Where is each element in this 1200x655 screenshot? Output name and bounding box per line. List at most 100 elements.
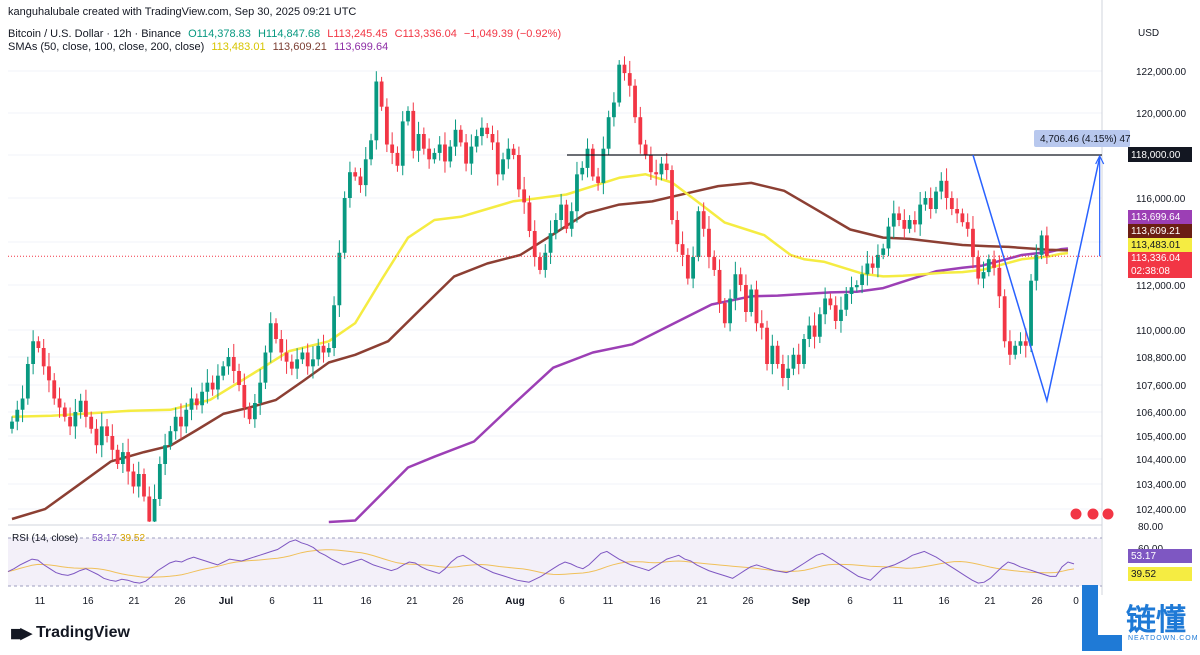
v-pattern [972, 154, 1101, 404]
measure-label: 4,706.46 (4.15%) 47 [1040, 134, 1131, 145]
tradingview-logo[interactable]: ◼▶ TradingView [10, 624, 130, 642]
candle-body [569, 211, 574, 229]
sma50-value: 113,483.01 [211, 41, 266, 53]
candle-body [918, 204, 923, 225]
candle-body [311, 359, 315, 367]
candle-body [41, 348, 46, 367]
candle-body [231, 357, 236, 371]
time-tick: 26 [1031, 596, 1043, 607]
candle-body [532, 231, 537, 258]
candle-body [538, 257, 542, 270]
sma-label[interactable]: SMAs (50, close, 100, close, 200, close) [8, 41, 205, 53]
candle-body [712, 257, 717, 270]
event-flag-icon [1069, 507, 1083, 521]
candle-body [252, 403, 257, 420]
sma200-tag-text: 113,699.64 [1131, 212, 1181, 223]
candle-body [89, 416, 94, 429]
candle-body [395, 152, 400, 166]
candle-body [849, 287, 854, 294]
candle-body [802, 339, 806, 364]
candle-body [812, 325, 817, 337]
sma200-line [328, 247, 1069, 524]
candle-body [522, 189, 527, 203]
sma50-tag [1128, 238, 1192, 252]
candle-body [363, 159, 368, 186]
sma100-value: 113,609.21 [272, 41, 327, 53]
time-tick: 0 [1073, 596, 1079, 607]
symbol-legend[interactable]: Bitcoin / U.S. Dollar · 12h · Binance O1… [8, 28, 565, 40]
time-tick: 16 [360, 596, 372, 607]
candle-body [506, 148, 511, 160]
candle-body [353, 172, 358, 177]
candle-body [1034, 254, 1039, 281]
ohlc-close: C113,336.04 [394, 28, 457, 40]
last-price-tag [1128, 252, 1192, 265]
sma100-tag-text: 113,609.21 [1131, 226, 1181, 237]
price-axis[interactable]: USD 122,000.00 120,000.00 116,000.00 110,000… [1136, 28, 1186, 555]
candle-body [68, 416, 72, 427]
sma-legend[interactable]: SMAs (50, close, 100, close, 200, close)… [8, 41, 392, 53]
candle-body [247, 407, 252, 420]
candle-body [179, 416, 183, 427]
candle-body [981, 272, 986, 279]
ohlc-open: O114,378.83 [188, 28, 251, 40]
candle-body [400, 121, 405, 166]
candle-body [770, 345, 775, 364]
rsi-line [7, 539, 1075, 584]
candle-body [612, 102, 616, 118]
candle-body [200, 391, 204, 406]
candle-body [997, 267, 1002, 297]
price-tick: 116,000.00 [1136, 194, 1186, 205]
time-tick: 11 [603, 596, 614, 607]
candle-body [1029, 280, 1033, 346]
candle-body [543, 252, 548, 270]
candle-body [971, 228, 975, 258]
candle-body [485, 127, 490, 134]
watermark-cn: 链懂 [1126, 603, 1186, 638]
candle-body [94, 428, 99, 446]
rsi-pane: RSI (14, close) 53.17 39.52 [7, 533, 1102, 587]
candle-body [617, 64, 622, 103]
candle-body [955, 209, 960, 214]
candle-body [912, 220, 917, 225]
candle-body [474, 136, 479, 147]
candle-body [379, 81, 384, 107]
price-labels: 118,000.00 113,699.64 113,609.21 113,483.01… [8, 147, 1192, 581]
candle-body [57, 398, 62, 408]
candle-body [638, 117, 643, 145]
candle-body [765, 327, 769, 364]
candle-body [115, 449, 120, 464]
rsi-ma-tag-text: 39.52 [1131, 569, 1156, 580]
candle-body [427, 148, 432, 160]
time-axis[interactable]: 11 16 21 26 Jul 6 11 16 21 26 Aug 6 11 16 21 26 Sep 6 11 16… [35, 596, 1079, 607]
candle-body [258, 382, 263, 403]
pattern-drawing[interactable]: 4,706.46 (4.15%) 47 [567, 130, 1131, 404]
candle-body [659, 163, 664, 175]
rsi-value-legend: 53.17 [92, 533, 117, 544]
candle-body [722, 303, 727, 324]
time-tick: Jul [219, 596, 234, 607]
candle-body [110, 436, 115, 450]
candle-body [62, 407, 67, 417]
candle-body [664, 163, 669, 171]
time-tick: 21 [406, 596, 418, 607]
price-tick: 122,000.00 [1136, 67, 1186, 78]
time-tick: 11 [313, 596, 324, 607]
time-tick: 6 [269, 596, 275, 607]
candle-body [374, 81, 379, 141]
candle-body [300, 352, 305, 360]
candle-body [316, 345, 321, 360]
time-tick: 6 [847, 596, 853, 607]
candle-body [342, 198, 347, 253]
candle-body [685, 254, 690, 279]
candle-body [210, 382, 215, 390]
time-tick: 21 [128, 596, 140, 607]
event-flag-icon [1101, 507, 1115, 521]
candle-body [20, 398, 25, 410]
candle-body [744, 285, 748, 312]
ohlc-high: H114,847.68 [257, 28, 321, 40]
candle-body [1002, 296, 1007, 342]
candle-body [490, 134, 495, 143]
symbol-name[interactable]: Bitcoin / U.S. Dollar · 12h · Binance [8, 28, 182, 40]
